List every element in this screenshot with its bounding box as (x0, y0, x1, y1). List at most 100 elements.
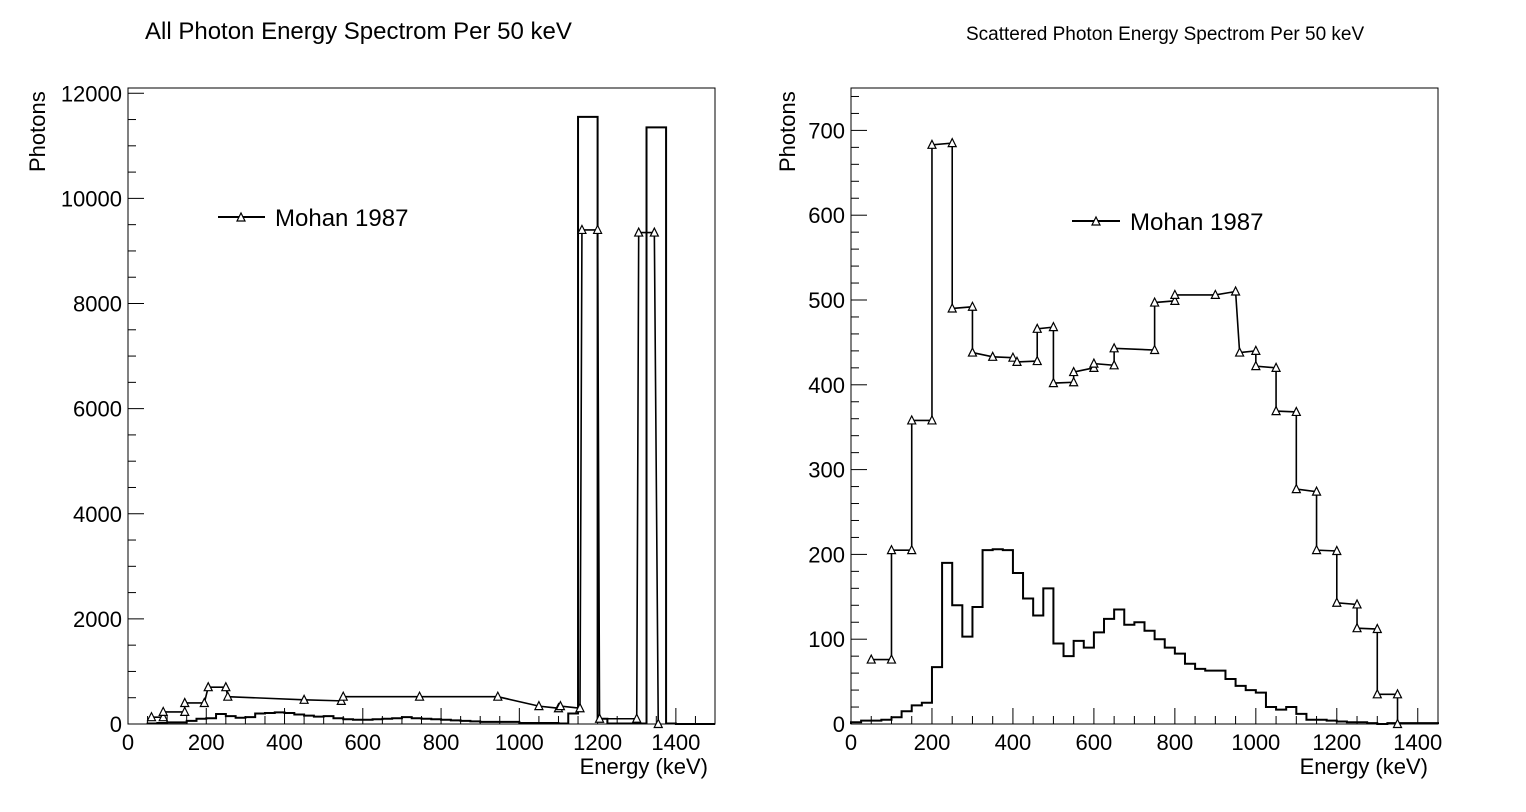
right-x-tick-label: 0 (845, 730, 857, 755)
right-reference-point (1210, 289, 1221, 300)
left-x-tick-label: 1000 (495, 730, 544, 755)
right-x-tick-label: 600 (1076, 730, 1113, 755)
right-reference-point (886, 653, 897, 664)
right-reference-point (1250, 345, 1261, 355)
left-axis-ticks: 0 200 400 600 800 1000 1200 1400 0 2000 4000 6000 80… (61, 81, 716, 755)
right-reference-point (1372, 623, 1383, 634)
left-legend-marker (236, 211, 246, 222)
left-x-tick-label: 1400 (651, 730, 700, 755)
right-reference-point (926, 138, 937, 149)
right-y-tick-label: 700 (808, 118, 845, 143)
right-reference-point (1291, 483, 1302, 494)
left-y-tick-label: 2000 (73, 607, 122, 632)
right-x-tick-label: 800 (1157, 730, 1194, 755)
left-reference-point (594, 712, 605, 723)
right-y-tick-label: 400 (808, 373, 845, 398)
left-reference-point (338, 690, 349, 701)
right-reference-point (987, 350, 998, 361)
right-reference-point (1032, 322, 1043, 333)
left-reference-point (179, 706, 190, 717)
right-reference-point (967, 300, 978, 311)
right-x-tick-label: 400 (995, 730, 1032, 755)
right-x-tick-label: 1200 (1312, 730, 1361, 755)
right-reference-point (1048, 377, 1059, 388)
left-reference-line (151, 229, 660, 725)
right-histogram-series (850, 548, 1439, 725)
right-x-tick-label: 1000 (1231, 730, 1280, 755)
right-reference-point (1149, 296, 1160, 307)
left-reference-point (179, 697, 190, 708)
right-reference-point (1352, 598, 1363, 609)
left-x-tick-label: 0 (122, 730, 134, 755)
left-reference-point (199, 697, 210, 708)
left-y-axis-label: Photons (25, 91, 50, 172)
right-reference-point (1331, 596, 1342, 607)
left-legend-label: Mohan 1987 (275, 205, 408, 232)
left-x-tick-label: 600 (344, 730, 381, 755)
right-x-tick-label: 1400 (1393, 730, 1442, 755)
right-reference-point (1109, 342, 1120, 353)
left-y-tick-label: 12000 (61, 81, 122, 106)
right-reference-point (1169, 289, 1180, 300)
left-y-tick-label: 0 (110, 712, 122, 737)
left-histogram-series (146, 115, 715, 725)
right-legend-label: Mohan 1987 (1130, 209, 1263, 236)
left-series-layer (146, 115, 715, 729)
right-reference-point (947, 302, 958, 313)
right-x-axis-label: Energy (keV) (1300, 754, 1428, 779)
left-reference-point (146, 711, 157, 722)
right-y-tick-label: 200 (808, 542, 845, 567)
right-series-layer (850, 137, 1439, 729)
right-reference-point (1311, 485, 1322, 496)
left-y-tick-label: 10000 (61, 186, 122, 211)
right-legend: Mohan 1987 (1072, 209, 1263, 236)
left-y-tick-label: 8000 (73, 292, 122, 317)
right-reference-point (1088, 357, 1099, 368)
right-reference-point (906, 414, 917, 425)
right-chart-panel: Scattered Photon Energy Spectrom Per 50 … (775, 24, 1442, 779)
right-reference-point (1392, 688, 1403, 699)
left-reference-point (633, 226, 644, 237)
left-reference-point (220, 681, 231, 692)
left-reference-point (592, 224, 603, 235)
right-legend-marker (1091, 215, 1101, 226)
right-reference-point (1291, 406, 1302, 417)
left-reference-point (555, 700, 566, 711)
right-y-axis-label: Photons (775, 91, 800, 172)
right-reference-point (1068, 376, 1079, 387)
right-reference-point (1352, 622, 1363, 633)
right-reference-point (1234, 346, 1245, 357)
right-reference-point (1109, 359, 1120, 370)
left-reference-point (203, 681, 214, 692)
left-legend: Mohan 1987 (218, 205, 408, 232)
right-y-tick-label: 500 (808, 288, 845, 313)
left-y-tick-label: 4000 (73, 502, 122, 527)
right-y-tick-label: 300 (808, 458, 845, 483)
right-reference-point (866, 653, 877, 664)
left-reference-point (575, 702, 585, 713)
left-chart-title: All Photon Energy Spectrom Per 50 keV (145, 18, 572, 45)
right-reference-point (1271, 361, 1282, 372)
left-x-axis-label: Energy (keV) (580, 754, 708, 779)
left-x-tick-label: 800 (423, 730, 460, 755)
right-reference-point (1331, 545, 1342, 556)
left-y-tick-label: 6000 (73, 397, 122, 422)
right-reference-point (1250, 360, 1261, 371)
right-x-tick-label: 200 (914, 730, 951, 755)
right-reference-point (1230, 285, 1241, 296)
right-reference-point (1048, 321, 1059, 332)
right-reference-point (1271, 405, 1282, 416)
right-reference-point (1149, 344, 1160, 355)
left-reference-point (533, 700, 544, 711)
right-reference-point (967, 346, 978, 357)
right-reference-point (1007, 351, 1018, 362)
right-reference-point (1068, 366, 1079, 377)
right-reference-point (1372, 688, 1383, 699)
left-x-tick-label: 1200 (573, 730, 622, 755)
left-plot-frame (127, 87, 716, 725)
right-reference-point (1032, 355, 1043, 366)
right-reference-point (1311, 544, 1322, 555)
left-reference-point (299, 693, 310, 704)
left-reference-point (492, 690, 503, 701)
